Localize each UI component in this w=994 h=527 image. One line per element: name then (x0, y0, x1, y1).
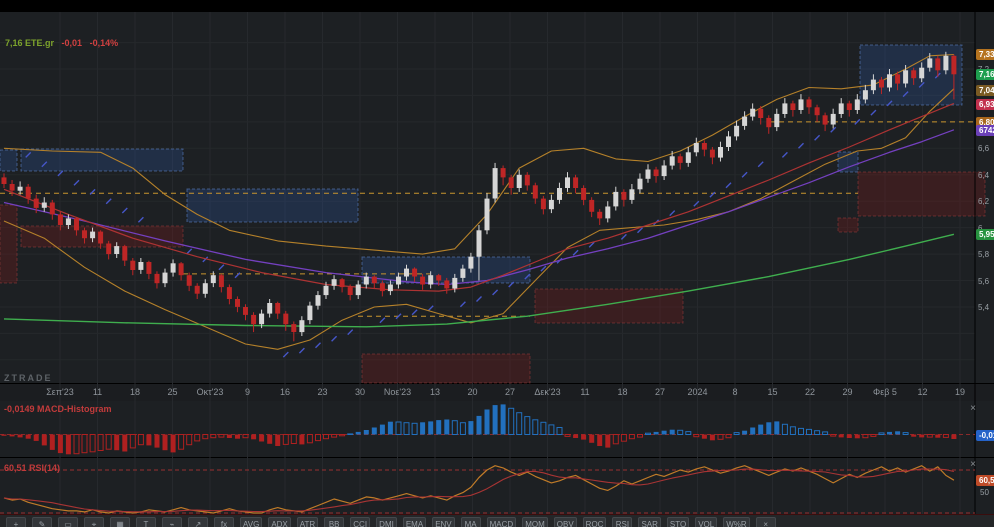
macd-value-badge: -0,014 (976, 429, 994, 441)
rsi-indicator-label: 60,51 RSI(14) (4, 463, 61, 473)
candles (1, 51, 957, 342)
toolbar-icon[interactable]: + (6, 517, 26, 527)
time-axis-label: 8 (732, 387, 738, 397)
price-change-percent: -0,14% (89, 38, 119, 48)
sar-marks (25, 72, 941, 358)
price-axis-label: 6 (978, 224, 982, 233)
time-axis-label: 15 (767, 387, 778, 397)
time-axis-label: 29 (842, 387, 853, 397)
macd-close-icon[interactable]: × (970, 403, 976, 414)
rsi-line (3, 465, 955, 514)
toolbar-icon[interactable]: fx (214, 517, 234, 527)
time-axis-label: 11 (92, 387, 103, 397)
time-axis-label: 27 (654, 387, 666, 397)
price-axis-badge: 6742 (976, 124, 994, 136)
price-change: -0,01 (61, 38, 83, 48)
rsi-value-badge: 60,5 (976, 475, 994, 487)
time-axis-label: Φεβ 5 (873, 387, 897, 397)
time-axis-label: 9 (244, 387, 251, 397)
time-axis-label: 13 (429, 387, 441, 397)
price-axis-badge: 7,33 (976, 49, 994, 61)
toolbar-icon[interactable]: ⌁ (162, 517, 182, 527)
price-axis-label: 5,8 (978, 250, 990, 260)
toolbar-icon[interactable]: CCI (350, 517, 371, 527)
time-axis-label: 12 (917, 387, 928, 397)
rsi-close-icon[interactable]: × (970, 459, 976, 470)
time-axis-label: 2024 (687, 387, 708, 397)
time-axis-label: 30 (354, 387, 366, 397)
toolbar-icon[interactable]: MA (460, 517, 481, 527)
toolbar-icon[interactable]: AVG (240, 517, 263, 527)
demand-zones (0, 44, 963, 284)
time-axis-label: 27 (504, 387, 516, 397)
toolbar-icon[interactable]: ▦ (110, 517, 130, 527)
toolbar-icon[interactable]: × (755, 517, 776, 527)
time-axis-label: 18 (129, 387, 141, 397)
toolbar-icon[interactable]: ✎ (32, 517, 52, 527)
time-axis-label: 11 (580, 387, 590, 397)
rsi-mid-label: 50 (980, 487, 989, 497)
toolbar-icon[interactable]: EMA (402, 517, 427, 527)
toolbar-icon[interactable]: VOL (695, 517, 718, 527)
toolbar-icon[interactable]: ADX (268, 517, 291, 527)
price-axis-label: 6,6 (978, 144, 990, 154)
toolbar-icon[interactable]: ENV (432, 517, 455, 527)
toolbar-icon[interactable]: ↗ (188, 517, 208, 527)
time-axis-label: 20 (467, 387, 478, 397)
price-axis-badge: 6,939 (976, 98, 994, 110)
toolbar-icon[interactable]: OBV (553, 517, 577, 527)
toolbar-icon[interactable]: MOM (522, 517, 548, 527)
price-axis-badge: 7,16 (976, 69, 994, 81)
price-axis-badge: 7,044 (976, 84, 994, 96)
time-axis-label: Δεκ'23 (534, 387, 561, 397)
symbol-legend: 7,16 ETE.gr -0,01 -0,14% (5, 38, 118, 48)
time-axis-label: 19 (954, 387, 966, 397)
toolbar-icon[interactable]: ATR (296, 517, 319, 527)
time-axis-label: 18 (617, 387, 628, 397)
price-axis-label: 5,4 (978, 302, 990, 312)
bottom-toolbar[interactable]: + ✎ ▭ ⌖ ▦ T ⌁ ↗ fx AVG ADX ATR BB CCI DMI EMA ENV MA MACD M… (0, 514, 994, 527)
toolbar-icon[interactable]: DMI (376, 517, 397, 527)
price-axis-badge: 5,951 (976, 229, 994, 241)
price-axis-label: 6,2 (978, 197, 990, 207)
toolbar-icon[interactable]: T (136, 517, 156, 527)
toolbar-icon[interactable]: BB (324, 517, 345, 527)
time-axis-label: Νοε'23 (383, 387, 412, 397)
rsi-smooth-line (3, 468, 955, 513)
macd-bars (1, 404, 957, 455)
price-axis-label: 5,6 (978, 276, 990, 286)
toolbar-icon[interactable]: SAR (638, 517, 661, 527)
time-axis-label: Σεπ'23 (46, 387, 74, 397)
toolbar-icon[interactable]: ▭ (58, 517, 78, 527)
price-axis-badge: 6,800 (976, 116, 994, 128)
macd-indicator-label: -0,0149 MACD-Histogram (4, 404, 112, 414)
toolbar-icon[interactable]: STO (666, 517, 690, 527)
time-axis-label: 23 (317, 387, 328, 397)
toolbar-icon[interactable]: ROC (582, 517, 607, 527)
toolbar-icon[interactable]: MACD (486, 517, 517, 527)
toolbar-icon[interactable]: RSI (612, 517, 633, 527)
platform-watermark: ZTRADE (4, 373, 53, 383)
toolbar-icon[interactable]: W%R (723, 517, 750, 527)
symbol-price-name: 7,16 ETE.gr (5, 38, 55, 48)
time-axis-label: 25 (167, 387, 178, 397)
time-axis-label: Οκτ'23 (196, 387, 224, 397)
toolbar-icon[interactable]: ⌖ (84, 517, 104, 527)
time-axis-label: 22 (804, 387, 816, 397)
price-axis-label: 6,4 (978, 170, 990, 180)
time-axis-label: 16 (279, 387, 291, 397)
